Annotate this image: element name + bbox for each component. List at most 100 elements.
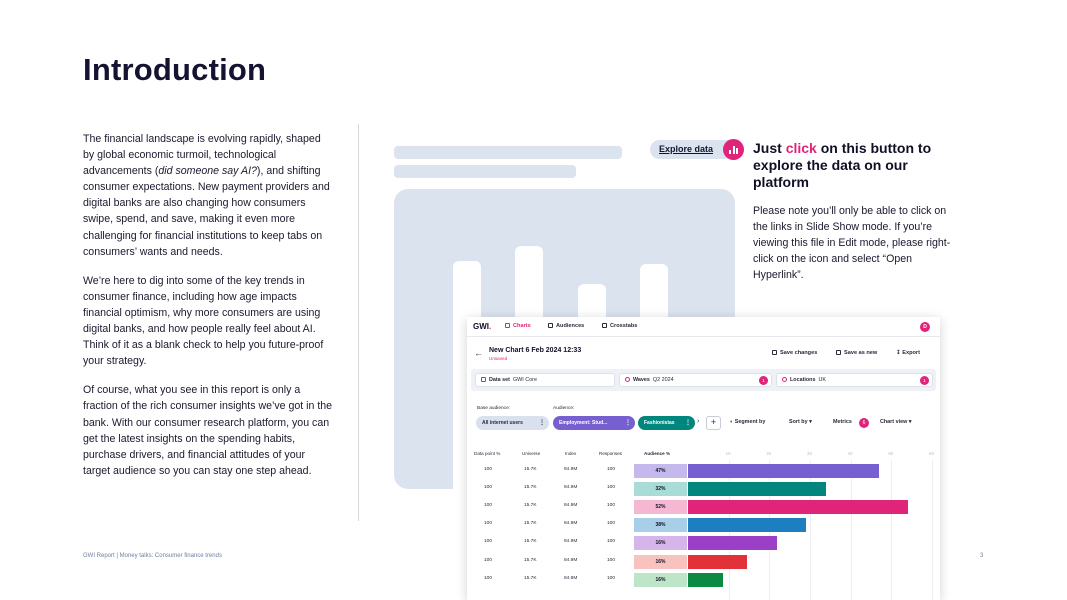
filter-value: GWI Core xyxy=(512,377,537,383)
cell-universe: 15.7K xyxy=(524,485,537,491)
table-row[interactable]: 100 15.7K 84.9M 100 32% xyxy=(467,480,940,498)
cell-dp: 100 xyxy=(484,575,493,581)
list-icon xyxy=(481,377,486,382)
metrics-button[interactable]: Metrics xyxy=(833,419,852,425)
more-icon[interactable]: ⋮ xyxy=(685,420,691,426)
cell-responses: 100 xyxy=(607,575,616,581)
audience-chip-fashionistas[interactable]: Fashionistas ⋮ xyxy=(638,416,695,430)
chevron-right-icon[interactable]: › xyxy=(697,418,700,425)
scale-tick-label: 20 xyxy=(766,451,772,456)
explore-data-link[interactable]: Explore data xyxy=(659,144,714,154)
vertical-divider xyxy=(358,124,359,521)
cell-index: 84.9M xyxy=(564,503,578,509)
audience-percent: 16% xyxy=(634,536,687,551)
cell-universe: 15.7K xyxy=(524,575,537,581)
chart-title[interactable]: New Chart 6 Feb 2024 12:33 xyxy=(489,347,582,354)
table-row[interactable]: 100 15.7K 84.9M 100 16% xyxy=(467,534,940,552)
table-row[interactable]: 100 15.7K 84.9M 100 16% xyxy=(467,553,940,571)
page-title: Introduction xyxy=(83,52,267,87)
save-icon xyxy=(772,350,777,355)
column-header-universe[interactable]: Universe xyxy=(522,451,541,456)
table-row[interactable]: 100 15.7K 84.9M 100 52% xyxy=(467,498,940,516)
scale-tick-label: 40 xyxy=(847,451,853,456)
filter-label: Locations xyxy=(790,377,816,383)
column-header-responses[interactable]: Responses xyxy=(599,451,622,456)
table-icon xyxy=(602,323,607,328)
tab-crosstabs[interactable]: Crosstabs xyxy=(602,323,637,329)
table-row[interactable]: 100 15.7K 84.9M 100 38% xyxy=(467,516,940,534)
cell-dp: 100 xyxy=(484,467,493,472)
audience-bar[interactable] xyxy=(688,518,806,533)
callout-text-end: on this button to explore the data on ou… xyxy=(753,140,932,190)
column-header-audience[interactable]: Audience % xyxy=(644,451,671,456)
dataset-filter[interactable]: Data set GWI Core xyxy=(475,373,615,387)
audience-bar[interactable] xyxy=(688,500,908,515)
audience-chip-employment[interactable]: Employment: Stud... ⋮ xyxy=(553,416,635,430)
save-changes-button[interactable]: Save changes xyxy=(772,350,817,356)
location-icon xyxy=(782,377,787,382)
intro-paragraph-1: The financial landscape is evolving rapi… xyxy=(83,131,333,260)
segment-icon: ◐ xyxy=(730,419,735,425)
tab-charts[interactable]: Charts xyxy=(505,323,531,329)
add-audience-button[interactable]: + xyxy=(706,416,721,430)
footer: GWI Report | Money talks: Consumer finan… xyxy=(83,553,222,559)
chart-view-dropdown[interactable]: Chart view ▾ xyxy=(880,419,911,425)
more-icon[interactable]: ⋮ xyxy=(625,420,631,426)
export-button[interactable]: ↧ Export xyxy=(896,350,920,356)
cell-responses: 100 xyxy=(607,557,616,563)
scale-tick-label: 50 xyxy=(888,451,894,456)
app-top-nav: GWI. Charts Audiences Crosstabs D xyxy=(467,317,940,337)
cell-index: 84.9M xyxy=(564,521,578,527)
audience-bar[interactable] xyxy=(688,572,723,587)
intro-p1-text: The financial landscape is evolving rapi… xyxy=(83,133,321,178)
cell-responses: 100 xyxy=(607,521,616,527)
column-header-index[interactable]: Index xyxy=(565,451,577,456)
cell-dp: 100 xyxy=(484,503,493,509)
waves-filter[interactable]: Waves Q2 2024 1 xyxy=(619,373,772,387)
gridline xyxy=(891,460,893,600)
callout-accent: click xyxy=(785,140,817,156)
segment-by-button[interactable]: ◐ Segment by xyxy=(730,419,765,425)
audience-bar[interactable] xyxy=(688,482,827,497)
avatar[interactable]: D xyxy=(920,322,930,332)
cell-responses: 100 xyxy=(607,539,616,545)
filter-label: Data set xyxy=(489,377,510,383)
audience-percent: 52% xyxy=(634,500,687,515)
bar-chart-icon[interactable] xyxy=(723,139,744,160)
cell-dp: 100 xyxy=(484,521,493,527)
audience-bar[interactable] xyxy=(688,464,880,478)
sort-by-dropdown[interactable]: Sort by ▾ xyxy=(789,419,812,425)
chip-label: All internet users xyxy=(482,420,523,426)
control-label: Segment by xyxy=(734,419,766,425)
audience-bar[interactable] xyxy=(688,554,747,569)
base-audience-chip[interactable]: All internet users ⋮ xyxy=(476,416,549,430)
intro-paragraph-2: We’re here to dig into some of the key t… xyxy=(83,274,324,368)
audience-percent: 32% xyxy=(634,482,687,497)
cell-responses: 100 xyxy=(607,485,616,491)
audience-bar[interactable] xyxy=(688,536,778,551)
cell-universe: 15.7K xyxy=(524,467,537,472)
column-header-data-point[interactable]: Data point % xyxy=(474,451,501,456)
save-as-new-button[interactable]: Save as new xyxy=(836,350,877,356)
explore-data-button[interactable] xyxy=(650,140,744,159)
back-arrow-icon[interactable]: ← xyxy=(474,348,483,358)
cell-index: 84.9M xyxy=(564,485,578,491)
gridline xyxy=(850,460,852,600)
scale-tick-label: 30 xyxy=(807,451,812,456)
count-badge: 1 xyxy=(920,376,929,385)
logo-dot: . xyxy=(489,322,492,331)
more-icon[interactable]: ⋮ xyxy=(539,420,545,426)
table-row[interactable]: 100 15.7K 84.9M 100 16% xyxy=(467,571,940,589)
control-label: Chart view xyxy=(880,419,908,425)
locations-filter[interactable]: Locations UK 1 xyxy=(776,373,933,387)
audience-percent: 16% xyxy=(634,554,687,569)
cell-responses: 100 xyxy=(607,467,616,472)
tab-audiences[interactable]: Audiences xyxy=(548,323,584,329)
intro-p1-text-end: ), and shifting consumer expectations. N… xyxy=(83,165,330,258)
tab-label: Audiences xyxy=(556,323,585,329)
gridline xyxy=(932,460,933,600)
audience-percent: 38% xyxy=(634,518,687,533)
base-audience-label: Base audience: xyxy=(477,406,511,411)
control-label: Sort by xyxy=(789,419,808,425)
table-row[interactable]: 100 15.7K 84.9M 100 47% xyxy=(467,462,940,480)
